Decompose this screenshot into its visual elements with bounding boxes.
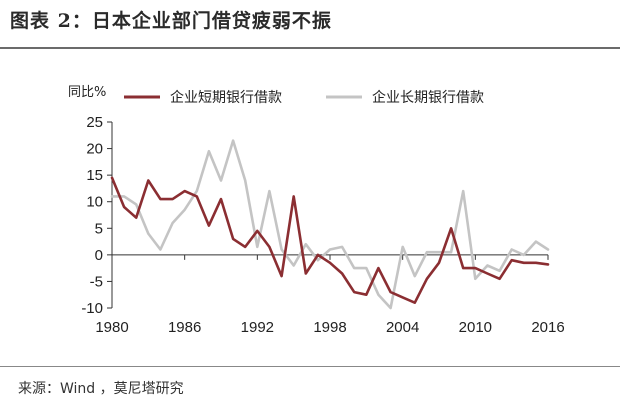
legend-label-long-term: 企业长期银行借款 xyxy=(372,89,484,106)
y-tick-label: 0 xyxy=(95,247,103,264)
series-line-short-term xyxy=(110,176,550,305)
x-tick-label: 2004 xyxy=(386,319,419,336)
source-note: 来源：Wind ，莫尼塔研究 xyxy=(18,381,184,397)
line-chart: 企业短期银行借款 企业长期银行借款 同比% 25 20 15 10 5 0 -5 -10 198… xyxy=(68,85,565,336)
footer-divider xyxy=(0,366,620,367)
series-group xyxy=(110,139,550,310)
y-tick-label: 5 xyxy=(95,220,103,237)
series-line-long-term xyxy=(110,139,550,310)
y-tick-label: 25 xyxy=(86,114,103,131)
y-tick-label: -10 xyxy=(81,300,103,317)
x-tick-label: 1986 xyxy=(168,319,201,336)
legend: 企业短期银行借款 企业长期银行借款 xyxy=(124,89,484,106)
title-divider xyxy=(0,47,620,49)
page-title: 图表 2：日本企业部门借贷疲弱不振 xyxy=(10,10,332,32)
x-tick-label: 2016 xyxy=(531,319,564,336)
y-tick-label: 20 xyxy=(86,141,103,158)
y-axis-label: 同比% xyxy=(68,85,106,100)
legend-label-short-term: 企业短期银行借款 xyxy=(170,89,282,106)
x-tick-label: 1980 xyxy=(95,319,128,336)
y-tick-label: 15 xyxy=(86,167,103,184)
x-tick-label: 1992 xyxy=(241,319,274,336)
y-tick-label: 10 xyxy=(86,194,103,211)
axes: 25 20 15 10 5 0 -5 -10 1980 1986 1992 1998 2004 2010 2… xyxy=(81,114,564,336)
x-tick-label: 2010 xyxy=(459,319,492,336)
x-tick-label: 1998 xyxy=(313,319,346,336)
y-tick-label: -5 xyxy=(90,273,103,290)
